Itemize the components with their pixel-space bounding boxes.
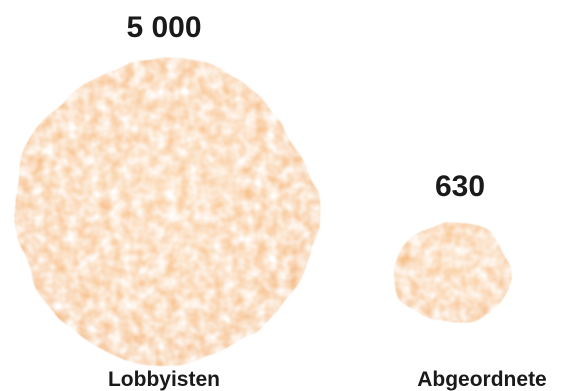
bubble-abgeordnete [399, 218, 507, 326]
bubble-lobbyisten [13, 61, 315, 363]
value-label-abgeordnete: 630 [435, 170, 485, 203]
bubble-abgeordnete-group: 630 Abgeordnete [399, 170, 547, 391]
value-label-lobbyisten: 5 000 [126, 11, 201, 44]
bubble-lobbyisten-group: 5 000 Lobbyisten [13, 11, 315, 391]
category-label-abgeordnete: Abgeordnete [417, 368, 547, 391]
category-label-lobbyisten: Lobbyisten [108, 368, 220, 391]
